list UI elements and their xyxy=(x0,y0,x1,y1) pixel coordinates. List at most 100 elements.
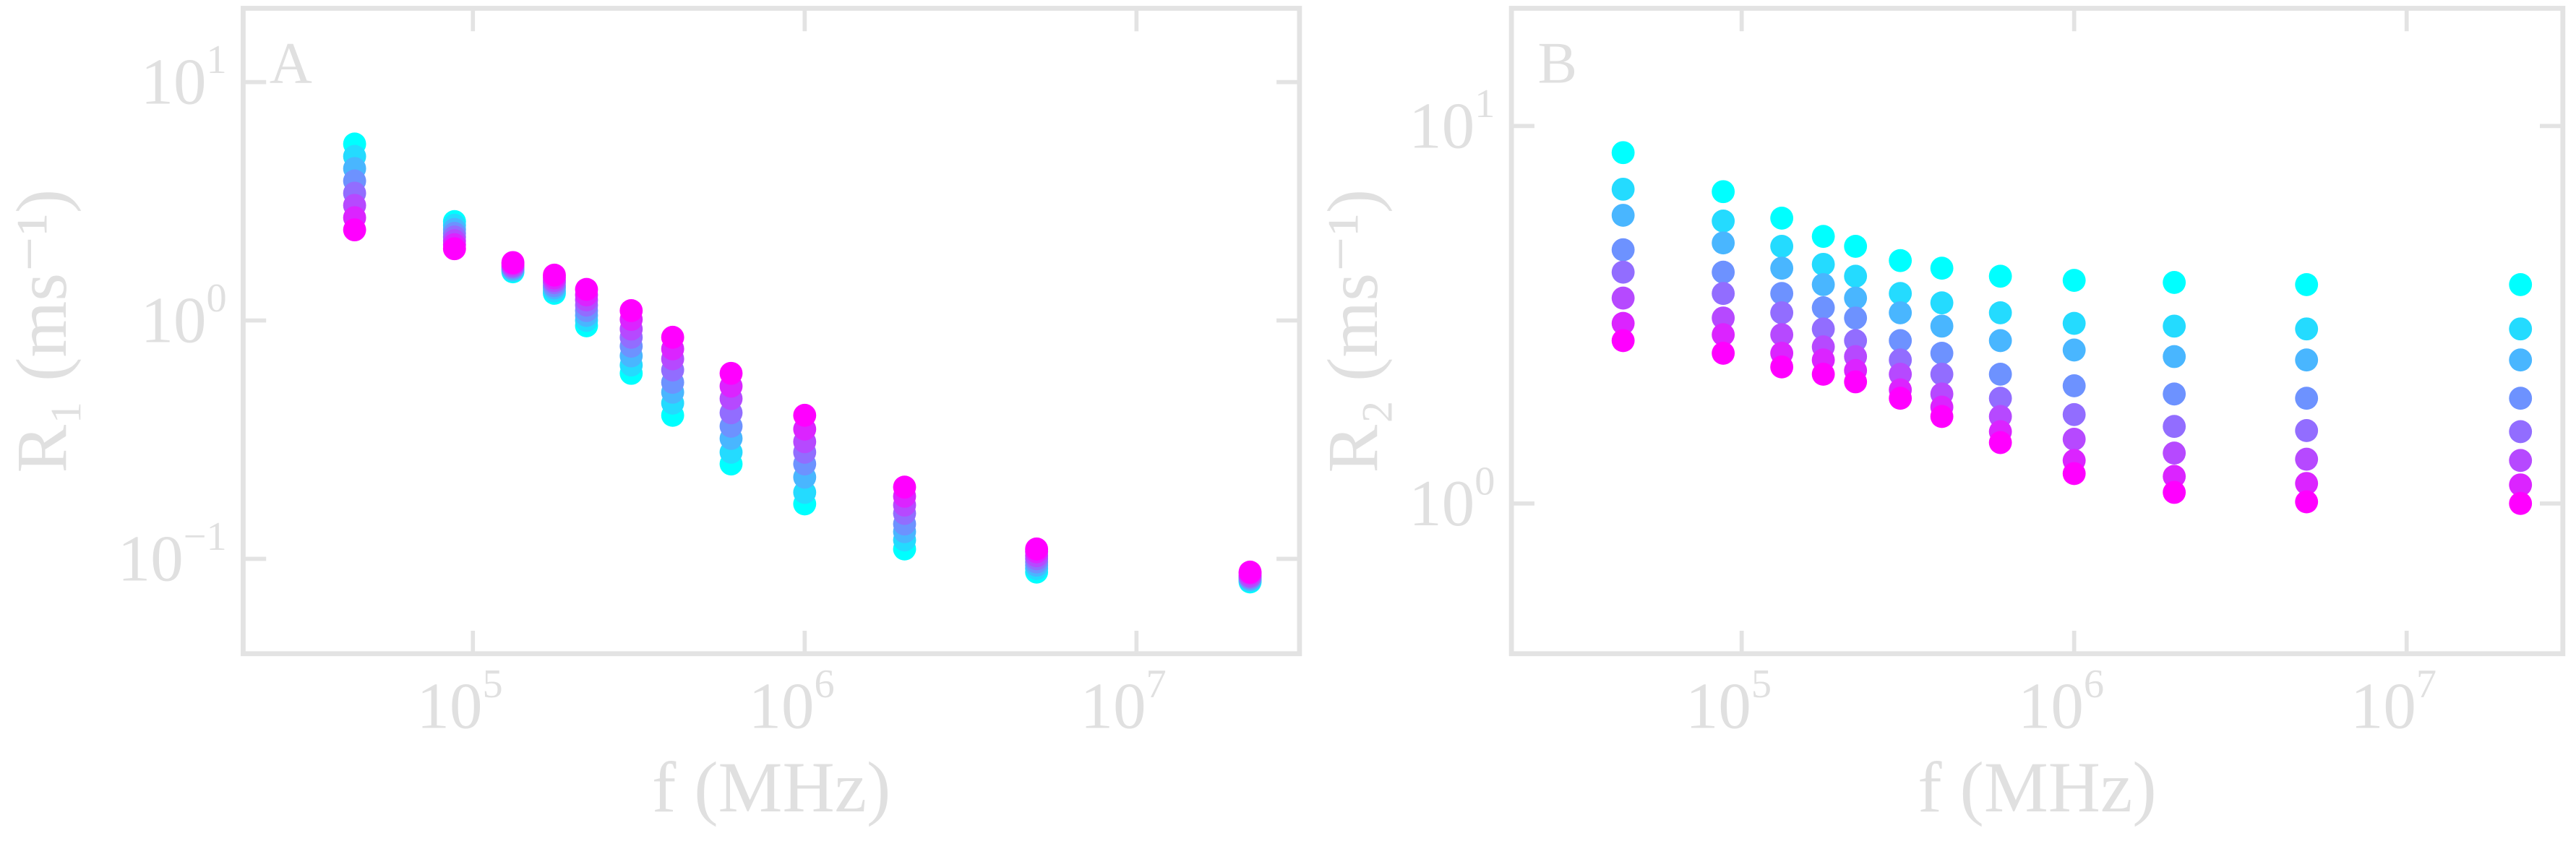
point xyxy=(1712,306,1735,330)
point xyxy=(1844,286,1868,310)
point xyxy=(2163,465,2186,488)
tick-label: 107 xyxy=(2350,662,2437,742)
y-axis-label: R₁ (ms⁻¹) xyxy=(1,189,82,473)
point xyxy=(575,277,598,301)
point xyxy=(793,403,817,427)
point xyxy=(1770,282,1794,306)
point xyxy=(1930,363,1954,386)
tick-label: 100 xyxy=(141,276,227,356)
point xyxy=(2509,273,2533,296)
point xyxy=(1712,342,1735,365)
point xyxy=(543,263,566,287)
point xyxy=(2062,402,2086,426)
point xyxy=(2509,317,2533,341)
point xyxy=(1712,210,1735,233)
tick-exponent: 6 xyxy=(814,662,834,707)
tick-base: 10 xyxy=(2350,669,2416,742)
point xyxy=(2163,415,2186,439)
point xyxy=(719,361,743,385)
tick-base: 10 xyxy=(141,46,207,118)
point xyxy=(619,298,643,322)
point xyxy=(2062,269,2086,292)
panel-label: A xyxy=(270,30,312,95)
tick-label: 101 xyxy=(141,38,227,118)
point xyxy=(1844,306,1868,330)
point xyxy=(1811,363,1835,386)
tick-exponent: 0 xyxy=(206,276,226,321)
points xyxy=(343,132,1262,594)
tick-exponent: 1 xyxy=(206,38,226,82)
tick-exponent: 0 xyxy=(1474,459,1495,504)
point xyxy=(2163,441,2186,465)
point xyxy=(2295,317,2319,341)
point xyxy=(2062,338,2086,362)
tick-exponent: 1 xyxy=(1474,82,1495,126)
point xyxy=(1712,231,1735,255)
point xyxy=(1770,355,1794,379)
point xyxy=(1930,291,1954,315)
tick-base: 10 xyxy=(417,669,483,742)
point xyxy=(1811,225,1835,249)
tick-label: 105 xyxy=(1686,662,1772,742)
plot-frame xyxy=(240,6,1302,657)
point xyxy=(1889,329,1912,353)
point xyxy=(1611,141,1635,165)
tick-exponent: 5 xyxy=(1751,662,1772,707)
point xyxy=(1811,317,1835,341)
point xyxy=(1238,560,1262,584)
tick-exponent: 5 xyxy=(482,662,502,707)
point xyxy=(1611,204,1635,227)
point xyxy=(1889,387,1912,410)
point xyxy=(1889,282,1912,306)
point xyxy=(2062,427,2086,451)
point xyxy=(1988,264,2012,288)
panel-label: B xyxy=(1537,30,1577,95)
point xyxy=(1889,301,1912,324)
point xyxy=(1930,342,1954,365)
tick-label: 100 xyxy=(1409,459,1495,539)
point xyxy=(1611,311,1635,335)
point xyxy=(1844,235,1868,258)
point xyxy=(2509,387,2533,410)
tick-base: 10 xyxy=(2018,669,2084,742)
point xyxy=(2163,271,2186,294)
points xyxy=(1611,141,2533,515)
point xyxy=(2163,314,2186,338)
point xyxy=(2509,473,2533,497)
point xyxy=(501,251,525,275)
tick-label: 106 xyxy=(2018,662,2104,742)
point xyxy=(1712,180,1735,204)
tick-exponent: 6 xyxy=(2084,662,2104,707)
tick-base: 10 xyxy=(1686,669,1751,742)
point xyxy=(2295,490,2319,514)
point xyxy=(2509,348,2533,372)
point xyxy=(1611,238,1635,262)
tick-base: 10 xyxy=(141,284,207,357)
point xyxy=(1770,235,1794,258)
point xyxy=(2163,382,2186,406)
point xyxy=(2295,419,2319,442)
point xyxy=(442,237,466,261)
point xyxy=(2509,491,2533,515)
point xyxy=(343,218,366,242)
point xyxy=(1611,286,1635,310)
point xyxy=(1811,296,1835,319)
tick-label: 101 xyxy=(1409,82,1495,162)
tick-base: 10 xyxy=(1409,467,1474,540)
point xyxy=(2509,420,2533,444)
point xyxy=(1811,252,1835,276)
point xyxy=(1988,363,2012,386)
point xyxy=(1988,387,2012,410)
tick-label: 10−1 xyxy=(118,514,227,595)
point xyxy=(2163,480,2186,504)
tick-base: 10 xyxy=(1081,669,1146,742)
point xyxy=(1844,329,1868,353)
point xyxy=(1930,256,1954,280)
point xyxy=(2295,472,2319,496)
point xyxy=(1712,323,1735,347)
point xyxy=(893,475,916,499)
point xyxy=(1611,177,1635,201)
point xyxy=(2509,449,2533,473)
